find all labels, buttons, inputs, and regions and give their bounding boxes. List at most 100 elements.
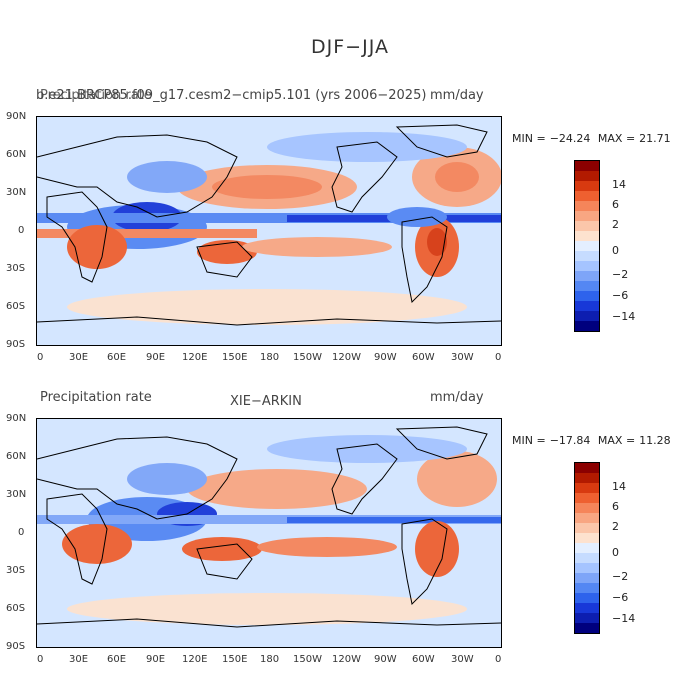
colorbar-label: −2 — [612, 570, 629, 583]
y-tick-label: 30N — [6, 489, 27, 500]
colorbar-label: 14 — [612, 178, 626, 191]
colorbar — [574, 160, 600, 332]
colorbar-label: −14 — [612, 612, 636, 625]
x-tick-label: 0 — [37, 352, 44, 363]
colorbar-label: 0 — [612, 546, 619, 559]
x-tick-label: 90W — [374, 654, 397, 665]
x-tick-label: 0 — [495, 654, 502, 665]
colorbar-swatch — [575, 553, 599, 563]
colorbar-swatch — [575, 463, 599, 473]
colorbar-label: −2 — [612, 268, 629, 281]
max-value: 21.71 — [639, 132, 671, 145]
colorbar-swatch — [575, 533, 599, 543]
panel-left-label: Precipitation rate — [40, 390, 152, 405]
y-tick-label: 0 — [18, 225, 25, 236]
panel-model: b.e21.BRCP85.f09_g17.cesm2−cmip5.101 (yr… — [0, 84, 700, 384]
colorbar-label: −6 — [612, 289, 629, 302]
x-tick-label: 150E — [222, 352, 248, 363]
y-tick-label: 90N — [6, 111, 27, 122]
x-tick-label: 90E — [146, 352, 166, 363]
precip-map — [36, 116, 502, 346]
x-tick-label: 90W — [374, 352, 397, 363]
colorbar-swatch — [575, 563, 599, 573]
x-tick-label: 120W — [332, 654, 361, 665]
colorbar-swatch — [575, 513, 599, 523]
colorbar — [574, 462, 600, 634]
x-tick-label: 60E — [107, 352, 127, 363]
panel-observed: Precipitation rate XIE−ARKIN mm/day — [0, 386, 700, 686]
colorbar-swatch — [575, 171, 599, 181]
colorbar-swatch — [575, 281, 599, 291]
panel-left-label: b.e21.BRCP85.f09_g17.cesm2−cmip5.101 (yr… — [36, 88, 427, 103]
colorbar-swatch — [575, 261, 599, 271]
colorbar-swatch — [575, 613, 599, 623]
colorbar-swatch — [575, 201, 599, 211]
colorbar-label: 6 — [612, 198, 619, 211]
x-tick-label: 0 — [495, 352, 502, 363]
x-tick-label: 150W — [293, 654, 322, 665]
y-tick-label: 30N — [6, 187, 27, 198]
panel-left-label-overlay: Precipitation rate — [40, 88, 152, 103]
colorbar-swatch — [575, 593, 599, 603]
panel-units-label: mm/day — [430, 88, 484, 103]
y-tick-label: 60N — [6, 149, 27, 160]
precip-field — [37, 435, 501, 625]
colorbar-swatch — [575, 503, 599, 513]
colorbar-label: −14 — [612, 310, 636, 323]
colorbar-swatch — [575, 191, 599, 201]
colorbar-label: 6 — [612, 500, 619, 513]
x-tick-label: 180 — [260, 654, 280, 665]
panel-units-label: mm/day — [430, 390, 484, 405]
colorbar-swatch — [575, 623, 599, 633]
max-value: 11.28 — [639, 434, 671, 447]
colorbar-label: 0 — [612, 244, 619, 257]
x-tick-label: 60E — [107, 654, 127, 665]
min-value: −17.84 — [549, 434, 591, 447]
x-tick-label: 60W — [412, 352, 435, 363]
colorbar-swatch — [575, 583, 599, 593]
colorbar-label: 14 — [612, 480, 626, 493]
colorbar-swatch — [575, 543, 599, 553]
colorbar-swatch — [575, 211, 599, 221]
y-tick-label: 0 — [18, 527, 25, 538]
x-tick-label: 0 — [37, 654, 44, 665]
x-tick-label: 90E — [146, 654, 166, 665]
colorbar-label: 2 — [612, 218, 619, 231]
coastlines — [37, 124, 501, 326]
colorbar-swatch — [575, 251, 599, 261]
min-value: −24.24 — [549, 132, 591, 145]
colorbar-swatch — [575, 523, 599, 533]
y-tick-label: 90N — [6, 413, 27, 424]
colorbar-swatch — [575, 573, 599, 583]
colorbar-swatch — [575, 291, 599, 301]
x-tick-label: 180 — [260, 352, 280, 363]
y-tick-label: 60S — [6, 603, 26, 614]
colorbar-swatch — [575, 473, 599, 483]
x-tick-label: 60W — [412, 654, 435, 665]
x-tick-label: 120E — [182, 352, 208, 363]
colorbar-swatch — [575, 493, 599, 503]
x-tick-label: 120W — [332, 352, 361, 363]
min-max-stats: MIN = −17.84 MAX = 11.28 — [512, 434, 675, 447]
precip-field — [37, 132, 501, 325]
colorbar-swatch — [575, 181, 599, 191]
y-tick-label: 30S — [6, 263, 26, 274]
min-max-stats: MIN = −24.24 MAX = 21.71 — [512, 132, 675, 145]
colorbar-swatch — [575, 161, 599, 171]
colorbar-swatch — [575, 603, 599, 613]
colorbar-label: −6 — [612, 591, 629, 604]
y-tick-label: 90S — [6, 339, 26, 350]
min-label: MIN = — [512, 434, 546, 447]
panel-center-label: XIE−ARKIN — [230, 394, 302, 409]
y-tick-label: 90S — [6, 641, 26, 652]
precip-map — [36, 418, 502, 648]
x-tick-label: 150E — [222, 654, 248, 665]
colorbar-label: 2 — [612, 520, 619, 533]
x-tick-label: 30W — [451, 654, 474, 665]
colorbar-swatch — [575, 301, 599, 311]
colorbar-swatch — [575, 271, 599, 281]
x-tick-label: 150W — [293, 352, 322, 363]
colorbar-swatch — [575, 241, 599, 251]
colorbar-swatch — [575, 221, 599, 231]
x-tick-label: 30E — [69, 352, 89, 363]
